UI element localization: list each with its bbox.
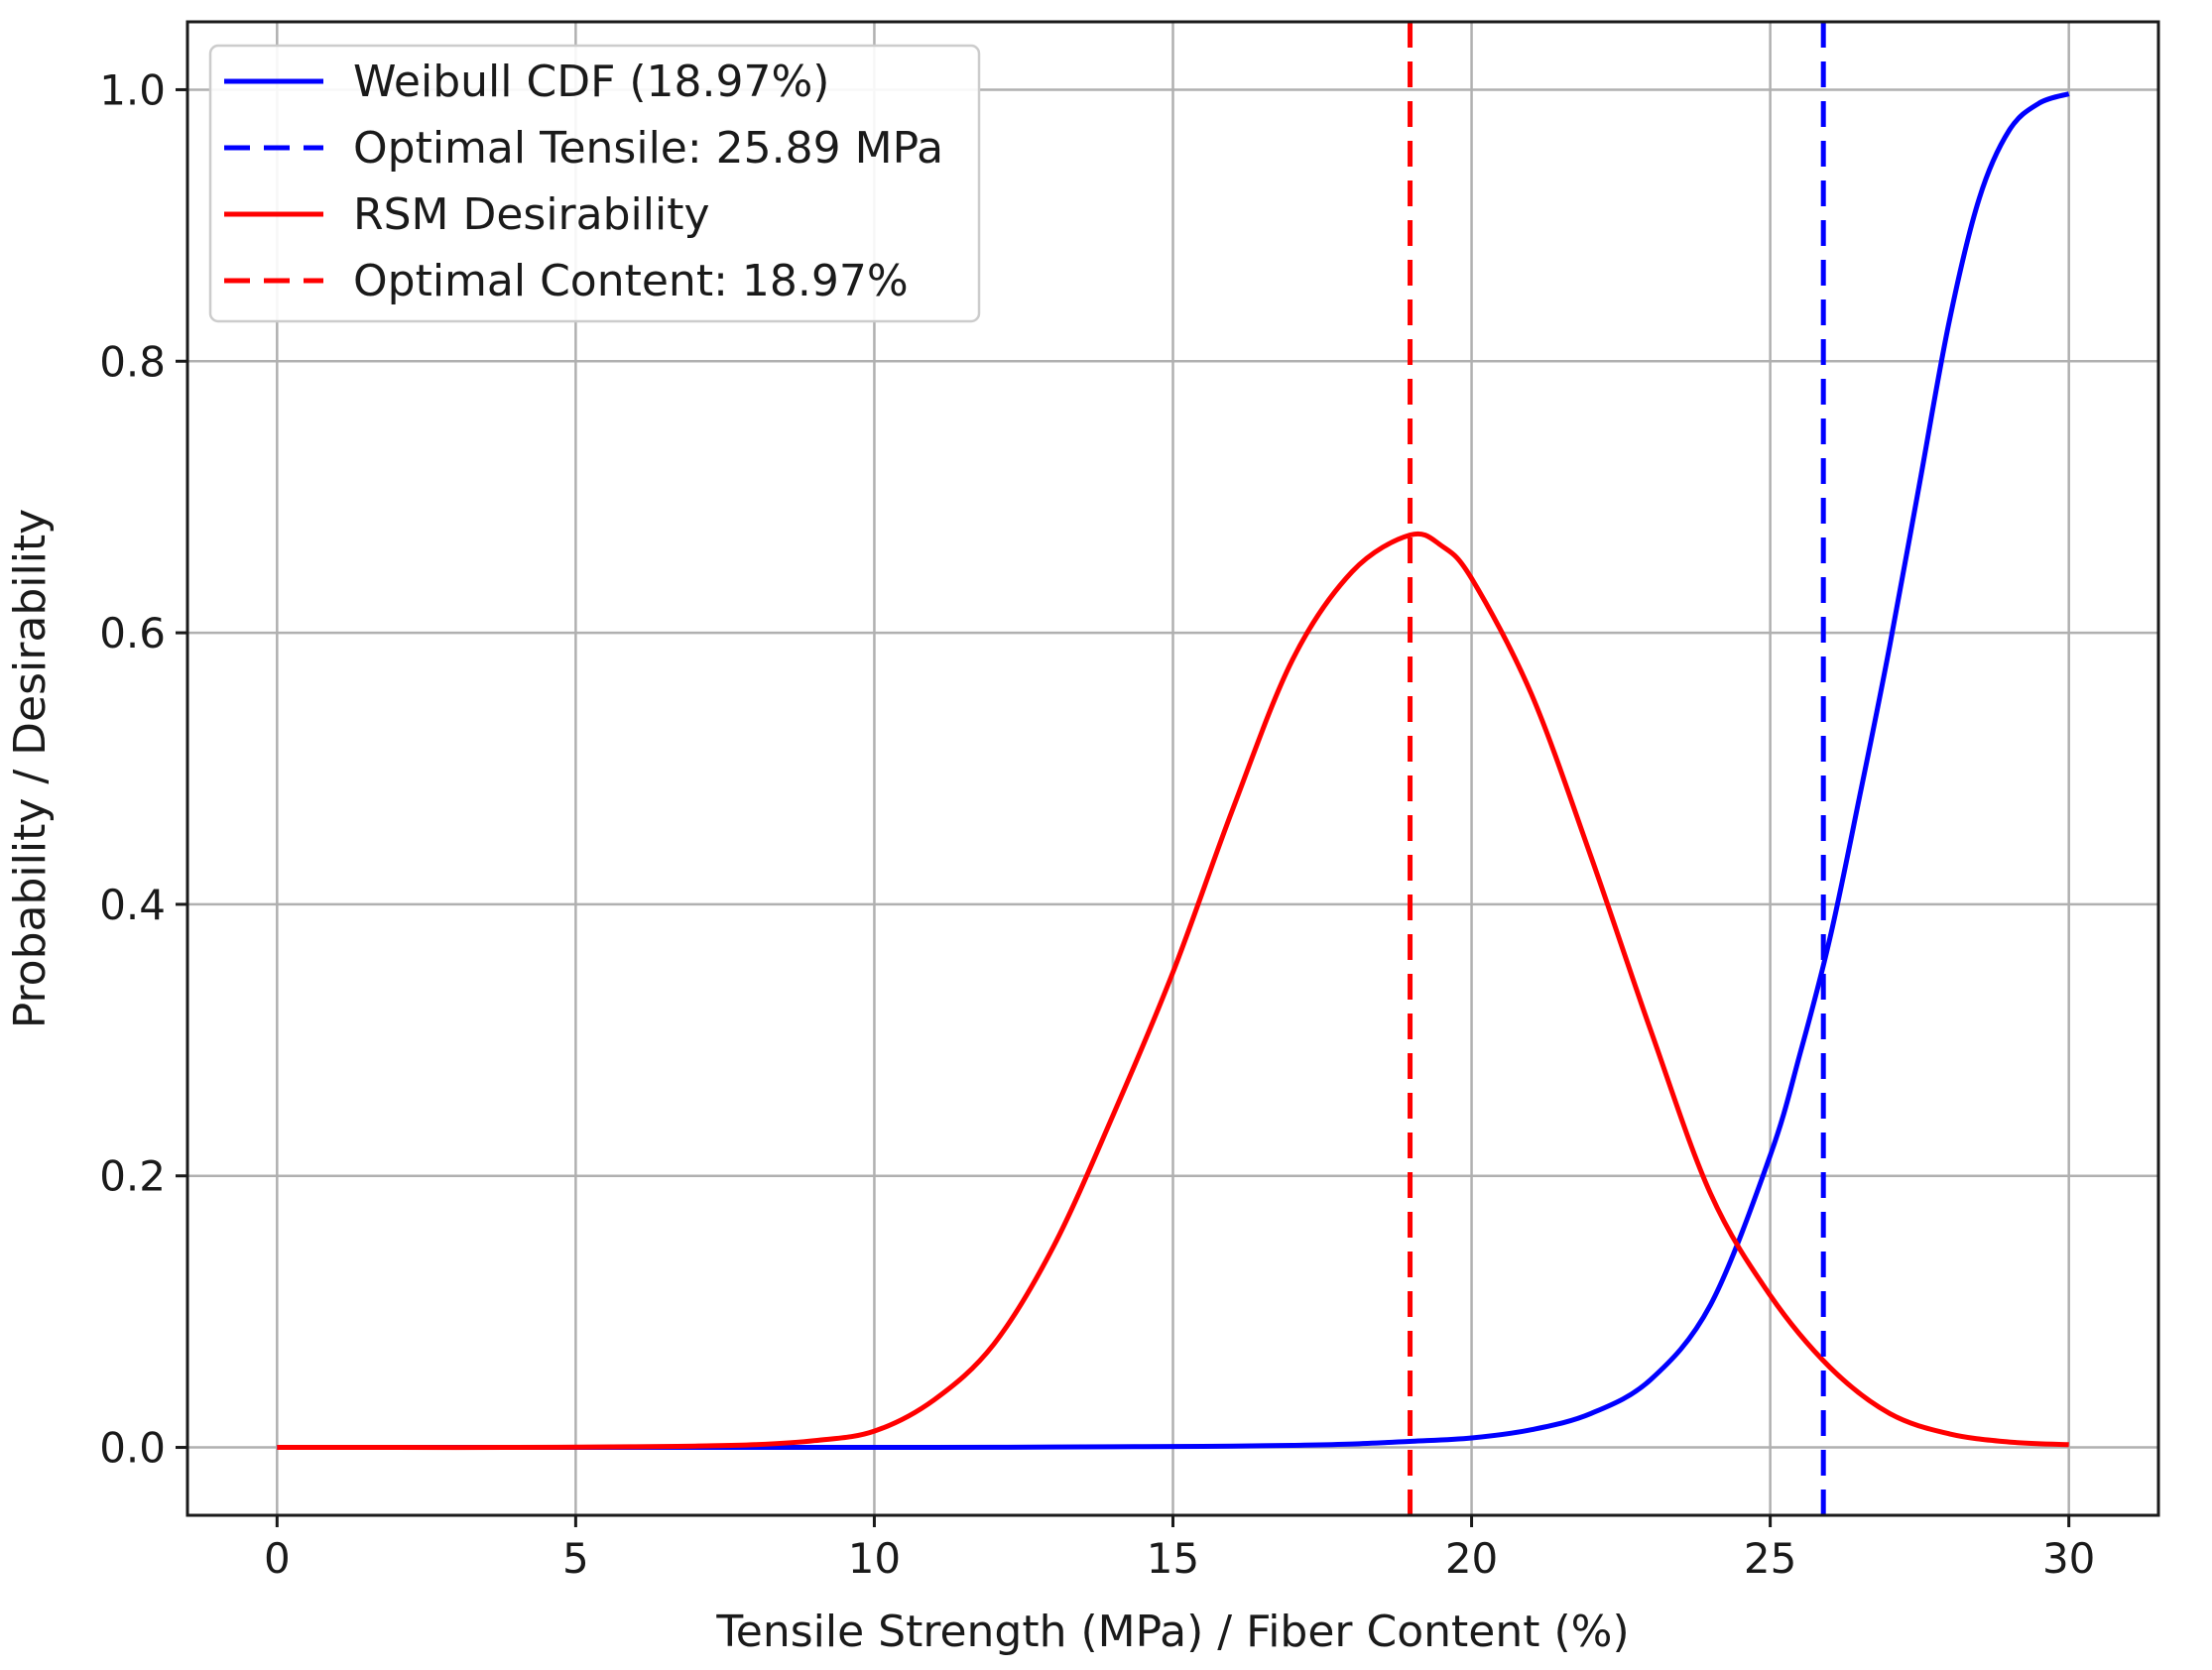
y-tick-label: 0.8 <box>99 337 166 386</box>
x-tick-label: 10 <box>848 1534 901 1583</box>
x-axis-label: Tensile Strength (MPa) / Fiber Content (… <box>715 1607 1629 1657</box>
legend-entry: Optimal Tensile: 25.89 MPa <box>353 123 943 174</box>
legend-box <box>208 44 981 323</box>
x-tick-label: 30 <box>2042 1534 2095 1583</box>
x-tick-label: 15 <box>1147 1534 1199 1583</box>
y-tick-label: 0.2 <box>99 1152 166 1201</box>
series-line-rsm-desirability <box>277 531 2069 1451</box>
x-tick-label: 0 <box>264 1534 291 1583</box>
x-tick-label: 5 <box>562 1534 589 1583</box>
plot-area <box>277 22 2070 1515</box>
x-tick-label: 25 <box>1744 1534 1796 1583</box>
y-axis-label: Probability / Desirability <box>5 509 56 1028</box>
y-tick-label: 0.4 <box>99 881 166 929</box>
y-tick-label: 0.6 <box>99 609 166 657</box>
ticks: 0 5 10 15 20 25 30 0.0 0.2 0.4 0.6 0.8 1.0 <box>99 65 2095 1583</box>
legend-entry: RSM Desirability <box>353 189 710 240</box>
legend: Weibull CDF (18.97%) Optimal Tensile: 25.… <box>208 44 981 323</box>
y-tick-label: 1.0 <box>99 65 166 114</box>
legend-entry: Weibull CDF (18.97%) <box>353 57 829 107</box>
legend-entry: Optimal Content: 18.97% <box>353 256 909 306</box>
x-tick-label: 20 <box>1445 1534 1498 1583</box>
y-tick-label: 0.0 <box>99 1424 166 1473</box>
